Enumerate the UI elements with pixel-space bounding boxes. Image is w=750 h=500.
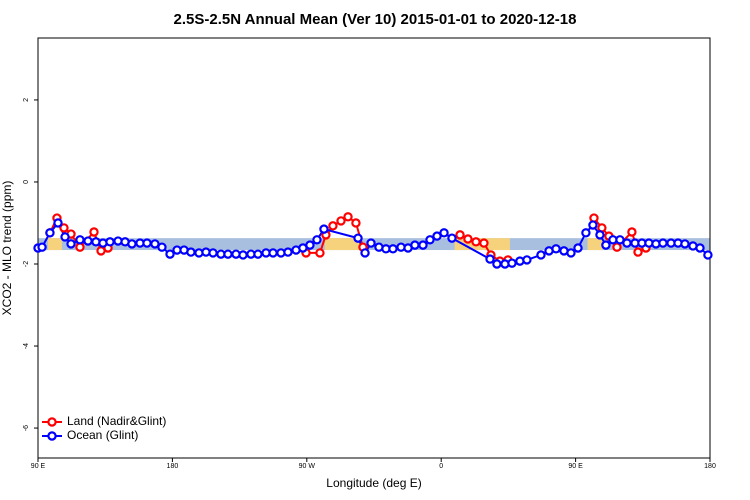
data-point: [595, 230, 605, 240]
data-point: [410, 240, 420, 250]
data-point: [612, 242, 622, 252]
y-tick-label: 0: [23, 180, 30, 184]
data-point: [425, 235, 435, 245]
data-point: [573, 243, 583, 253]
data-point: [455, 230, 465, 240]
data-point: [479, 238, 489, 248]
y-tick-label: 2: [23, 98, 30, 102]
data-point: [312, 235, 322, 245]
x-tick-label: 180: [704, 463, 716, 470]
data-point: [105, 237, 115, 247]
data-point: [305, 240, 315, 250]
data-point: [463, 234, 473, 244]
data-point: [186, 247, 196, 257]
data-point: [566, 248, 576, 258]
data-point: [360, 248, 370, 258]
data-point: [53, 218, 63, 228]
data-point: [268, 248, 278, 258]
legend-marker: [47, 417, 57, 427]
legend-marker: [47, 431, 57, 441]
data-point: [223, 249, 233, 259]
data-point: [581, 228, 591, 238]
chart-title: 2.5S-2.5N Annual Mean (Ver 10) 2015-01-0…: [174, 11, 577, 28]
y-tick-label: -2: [23, 261, 30, 267]
data-point: [89, 227, 99, 237]
data-point: [336, 216, 346, 226]
x-axis-label: Longitude (deg E): [326, 476, 421, 490]
data-point: [601, 240, 611, 250]
data-point: [536, 250, 546, 260]
x-tick-label: 0: [439, 463, 443, 470]
data-point: [695, 243, 705, 253]
data-point: [658, 238, 668, 248]
y-axis-label: XCO2 - MLO trend (ppm): [0, 181, 14, 316]
data-point: [37, 242, 47, 252]
data-point: [627, 227, 637, 237]
data-point: [165, 249, 175, 259]
x-tick-label: 90 E: [31, 463, 46, 470]
x-tick-label: 90 W: [299, 463, 316, 470]
y-tick-label: -6: [23, 425, 30, 431]
data-point: [485, 254, 495, 264]
data-point: [353, 233, 363, 243]
data-point: [253, 249, 263, 259]
data-point: [319, 224, 329, 234]
data-point: [59, 223, 69, 233]
data-point: [703, 250, 713, 260]
data-point: [150, 239, 160, 249]
y-tick-label: -4: [23, 343, 30, 349]
data-point: [142, 238, 152, 248]
data-point: [507, 258, 517, 268]
data-point: [418, 240, 428, 250]
data-point: [83, 236, 93, 246]
data-point: [208, 248, 218, 258]
data-point: [75, 242, 85, 252]
land-band: [48, 238, 62, 251]
data-point: [680, 239, 690, 249]
data-point: [439, 228, 449, 238]
data-point: [432, 231, 442, 241]
data-point: [238, 250, 248, 260]
data-point: [492, 259, 502, 269]
data-point: [447, 233, 457, 243]
data-point: [157, 242, 167, 252]
data-point: [60, 232, 70, 242]
data-point: [127, 239, 137, 249]
data-point: [75, 235, 85, 245]
legend-label: Ocean (Glint): [67, 428, 138, 442]
data-point: [388, 244, 398, 254]
land-band: [587, 238, 603, 251]
data-point: [622, 238, 632, 248]
data-point: [315, 248, 325, 258]
x-tick-label: 180: [167, 463, 179, 470]
data-point: [471, 237, 481, 247]
data-point: [522, 255, 532, 265]
data-point: [588, 220, 598, 230]
data-point: [343, 212, 353, 222]
data-point: [328, 221, 338, 231]
data-point: [551, 244, 561, 254]
data-point: [615, 235, 625, 245]
data-point: [633, 247, 643, 257]
data-point: [66, 239, 76, 249]
x-tick-label: 90 E: [568, 463, 583, 470]
data-point: [351, 218, 361, 228]
data-point: [45, 228, 55, 238]
data-point: [366, 238, 376, 248]
legend-label: Land (Nadir&Glint): [67, 414, 166, 428]
land-band: [324, 238, 363, 251]
data-point: [283, 247, 293, 257]
